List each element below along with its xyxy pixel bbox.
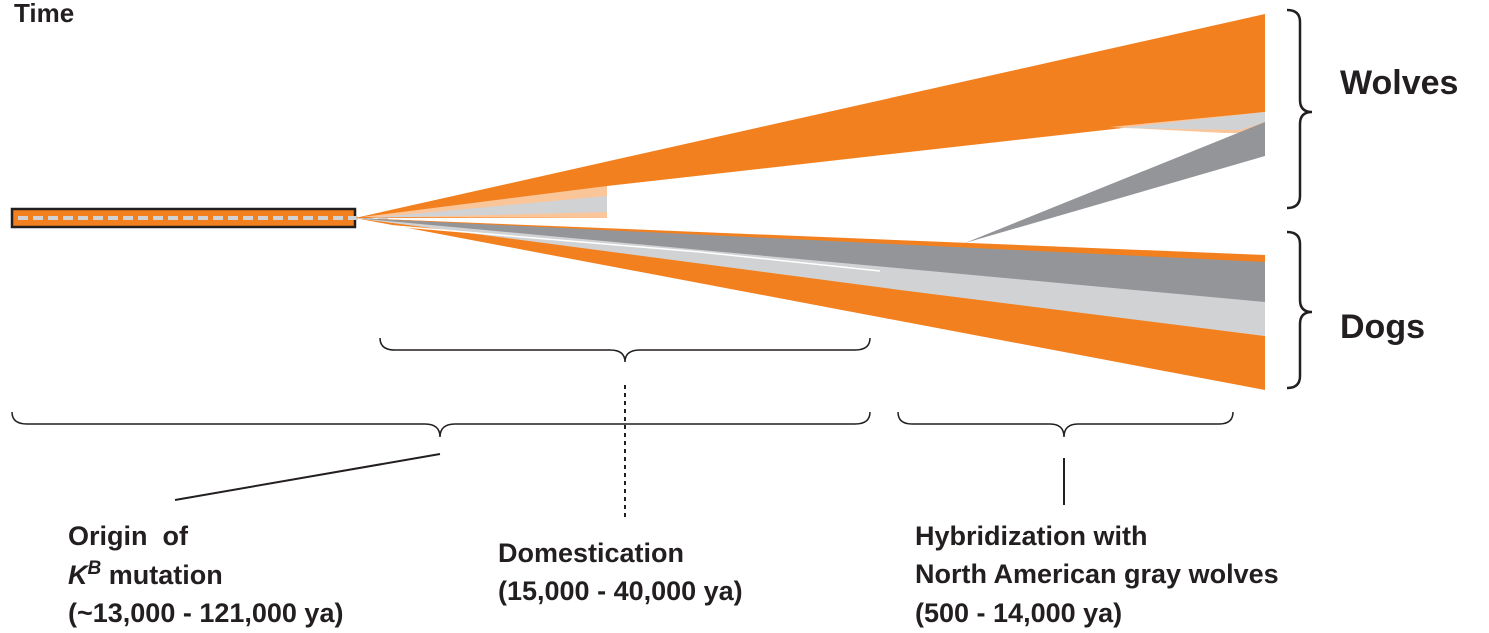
origin-annotation-line3: (~13,000 - 121,000 ya) [68,598,343,628]
dogs-light-gray-band [355,218,1265,336]
wolves-brace [1286,8,1313,210]
domestication-annotation-line1: Domestication [498,538,684,568]
domestication-annotation-line2: (15,000 - 40,000 ya) [498,576,743,606]
wolves-kb-light-gray-band [368,196,607,218]
dogs-branch-white-divider [369,223,881,272]
time-axis-label: Time [14,0,74,28]
dogs-orange-inner-band [355,218,1265,262]
kb-gene-letter: K [68,560,90,590]
kb-gene-superscript: B [88,558,102,579]
wolves-hybrid-light-gray-band [1120,112,1265,130]
wolves-hybrid-dark-gray-band [965,122,1265,243]
origin-annotation-line1: Origin of [68,521,189,551]
origin-annotation-line2: KB mutation [68,558,223,590]
mutation-word: mutation [101,560,223,590]
wolves-label: Wolves [1340,64,1458,102]
dogs-orange-outer-band [355,218,1265,390]
hybridization-annotation-line2: North American gray wolves [915,559,1279,589]
hybridization-annotation-line1: Hybridization with [915,521,1148,551]
dogs-label: Dogs [1340,308,1425,346]
wolves-branch [355,14,1265,218]
domestication-brace [379,337,871,363]
dogs-brace [1286,230,1313,390]
dogs-dark-gray-band [355,218,1265,302]
origin-leader-line [174,453,441,501]
origin-brace [11,411,871,438]
hybridization-brace [897,411,1234,438]
hybridization-annotation-line3: (500 - 14,000 ya) [915,598,1122,628]
